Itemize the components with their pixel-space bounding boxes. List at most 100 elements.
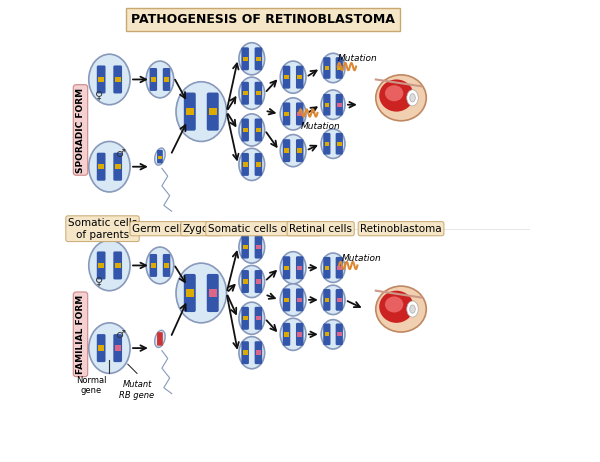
FancyBboxPatch shape [256,91,261,96]
Ellipse shape [239,43,265,75]
Text: Retinoblastoma: Retinoblastoma [360,224,442,234]
FancyBboxPatch shape [337,332,341,336]
FancyBboxPatch shape [98,77,104,82]
FancyBboxPatch shape [241,270,249,293]
Ellipse shape [280,98,306,130]
FancyBboxPatch shape [164,77,169,82]
FancyBboxPatch shape [284,148,289,153]
FancyBboxPatch shape [243,162,248,167]
FancyBboxPatch shape [335,323,343,345]
FancyBboxPatch shape [207,92,219,131]
Ellipse shape [407,301,418,317]
Ellipse shape [146,61,174,98]
FancyBboxPatch shape [113,251,122,280]
Ellipse shape [407,90,418,106]
FancyBboxPatch shape [256,245,261,249]
Ellipse shape [280,252,306,284]
Ellipse shape [176,263,227,323]
Ellipse shape [89,54,130,105]
FancyBboxPatch shape [284,332,289,336]
FancyBboxPatch shape [283,139,290,162]
FancyBboxPatch shape [325,332,329,336]
Text: ♀: ♀ [95,91,103,101]
FancyBboxPatch shape [335,289,343,311]
Ellipse shape [379,79,413,112]
Ellipse shape [321,53,345,83]
Ellipse shape [239,114,265,146]
Text: ♂: ♂ [115,149,125,159]
Ellipse shape [280,318,306,350]
FancyBboxPatch shape [296,256,304,279]
FancyBboxPatch shape [298,266,302,270]
FancyBboxPatch shape [163,68,170,91]
Text: Normal
gene: Normal gene [76,376,106,395]
Ellipse shape [239,77,265,109]
FancyBboxPatch shape [335,57,343,79]
Text: SPORADIC FORM: SPORADIC FORM [76,87,85,172]
Ellipse shape [280,61,306,93]
Ellipse shape [410,305,415,313]
FancyBboxPatch shape [241,153,249,176]
Ellipse shape [321,285,345,315]
FancyBboxPatch shape [283,323,290,346]
FancyBboxPatch shape [158,156,162,158]
FancyBboxPatch shape [296,323,304,346]
Text: ♀: ♀ [95,277,103,286]
Text: FAMILIAL FORM: FAMILIAL FORM [76,295,85,374]
FancyBboxPatch shape [284,112,289,116]
FancyBboxPatch shape [296,66,304,89]
Ellipse shape [385,297,403,312]
FancyBboxPatch shape [241,47,249,70]
FancyBboxPatch shape [115,263,121,268]
Text: ♂: ♂ [115,330,125,340]
Ellipse shape [89,240,130,291]
FancyBboxPatch shape [98,346,104,351]
FancyBboxPatch shape [241,307,249,330]
FancyBboxPatch shape [115,164,121,170]
Ellipse shape [321,253,345,282]
FancyBboxPatch shape [113,334,122,362]
FancyBboxPatch shape [323,57,331,79]
FancyBboxPatch shape [243,280,248,284]
FancyBboxPatch shape [254,270,262,293]
FancyBboxPatch shape [298,112,302,116]
FancyBboxPatch shape [163,254,170,277]
Text: Mutant
RB gene: Mutant RB gene [119,380,155,400]
FancyBboxPatch shape [241,341,249,364]
Ellipse shape [146,247,174,284]
FancyBboxPatch shape [254,307,262,330]
Ellipse shape [89,323,130,373]
FancyBboxPatch shape [298,148,302,153]
FancyBboxPatch shape [335,257,343,279]
FancyBboxPatch shape [243,91,248,96]
FancyBboxPatch shape [283,103,290,125]
FancyBboxPatch shape [97,153,106,181]
FancyBboxPatch shape [256,56,261,61]
FancyBboxPatch shape [98,164,104,170]
FancyBboxPatch shape [256,128,261,132]
FancyBboxPatch shape [113,153,122,181]
FancyBboxPatch shape [283,288,290,311]
Ellipse shape [155,330,165,347]
FancyBboxPatch shape [323,257,331,279]
Ellipse shape [89,141,130,192]
FancyBboxPatch shape [323,323,331,345]
Text: Somatic cells
of parents: Somatic cells of parents [68,218,137,239]
FancyBboxPatch shape [149,68,157,91]
FancyBboxPatch shape [323,133,331,155]
FancyBboxPatch shape [185,108,194,116]
FancyBboxPatch shape [298,332,302,336]
Ellipse shape [239,148,265,181]
FancyBboxPatch shape [284,266,289,270]
FancyBboxPatch shape [209,108,217,116]
Ellipse shape [321,320,345,349]
FancyBboxPatch shape [325,298,329,302]
FancyBboxPatch shape [254,341,262,364]
FancyBboxPatch shape [337,142,341,146]
FancyBboxPatch shape [115,77,121,82]
FancyBboxPatch shape [184,274,196,312]
FancyBboxPatch shape [243,128,248,132]
FancyBboxPatch shape [325,66,329,70]
FancyBboxPatch shape [323,289,331,311]
FancyBboxPatch shape [151,263,156,267]
